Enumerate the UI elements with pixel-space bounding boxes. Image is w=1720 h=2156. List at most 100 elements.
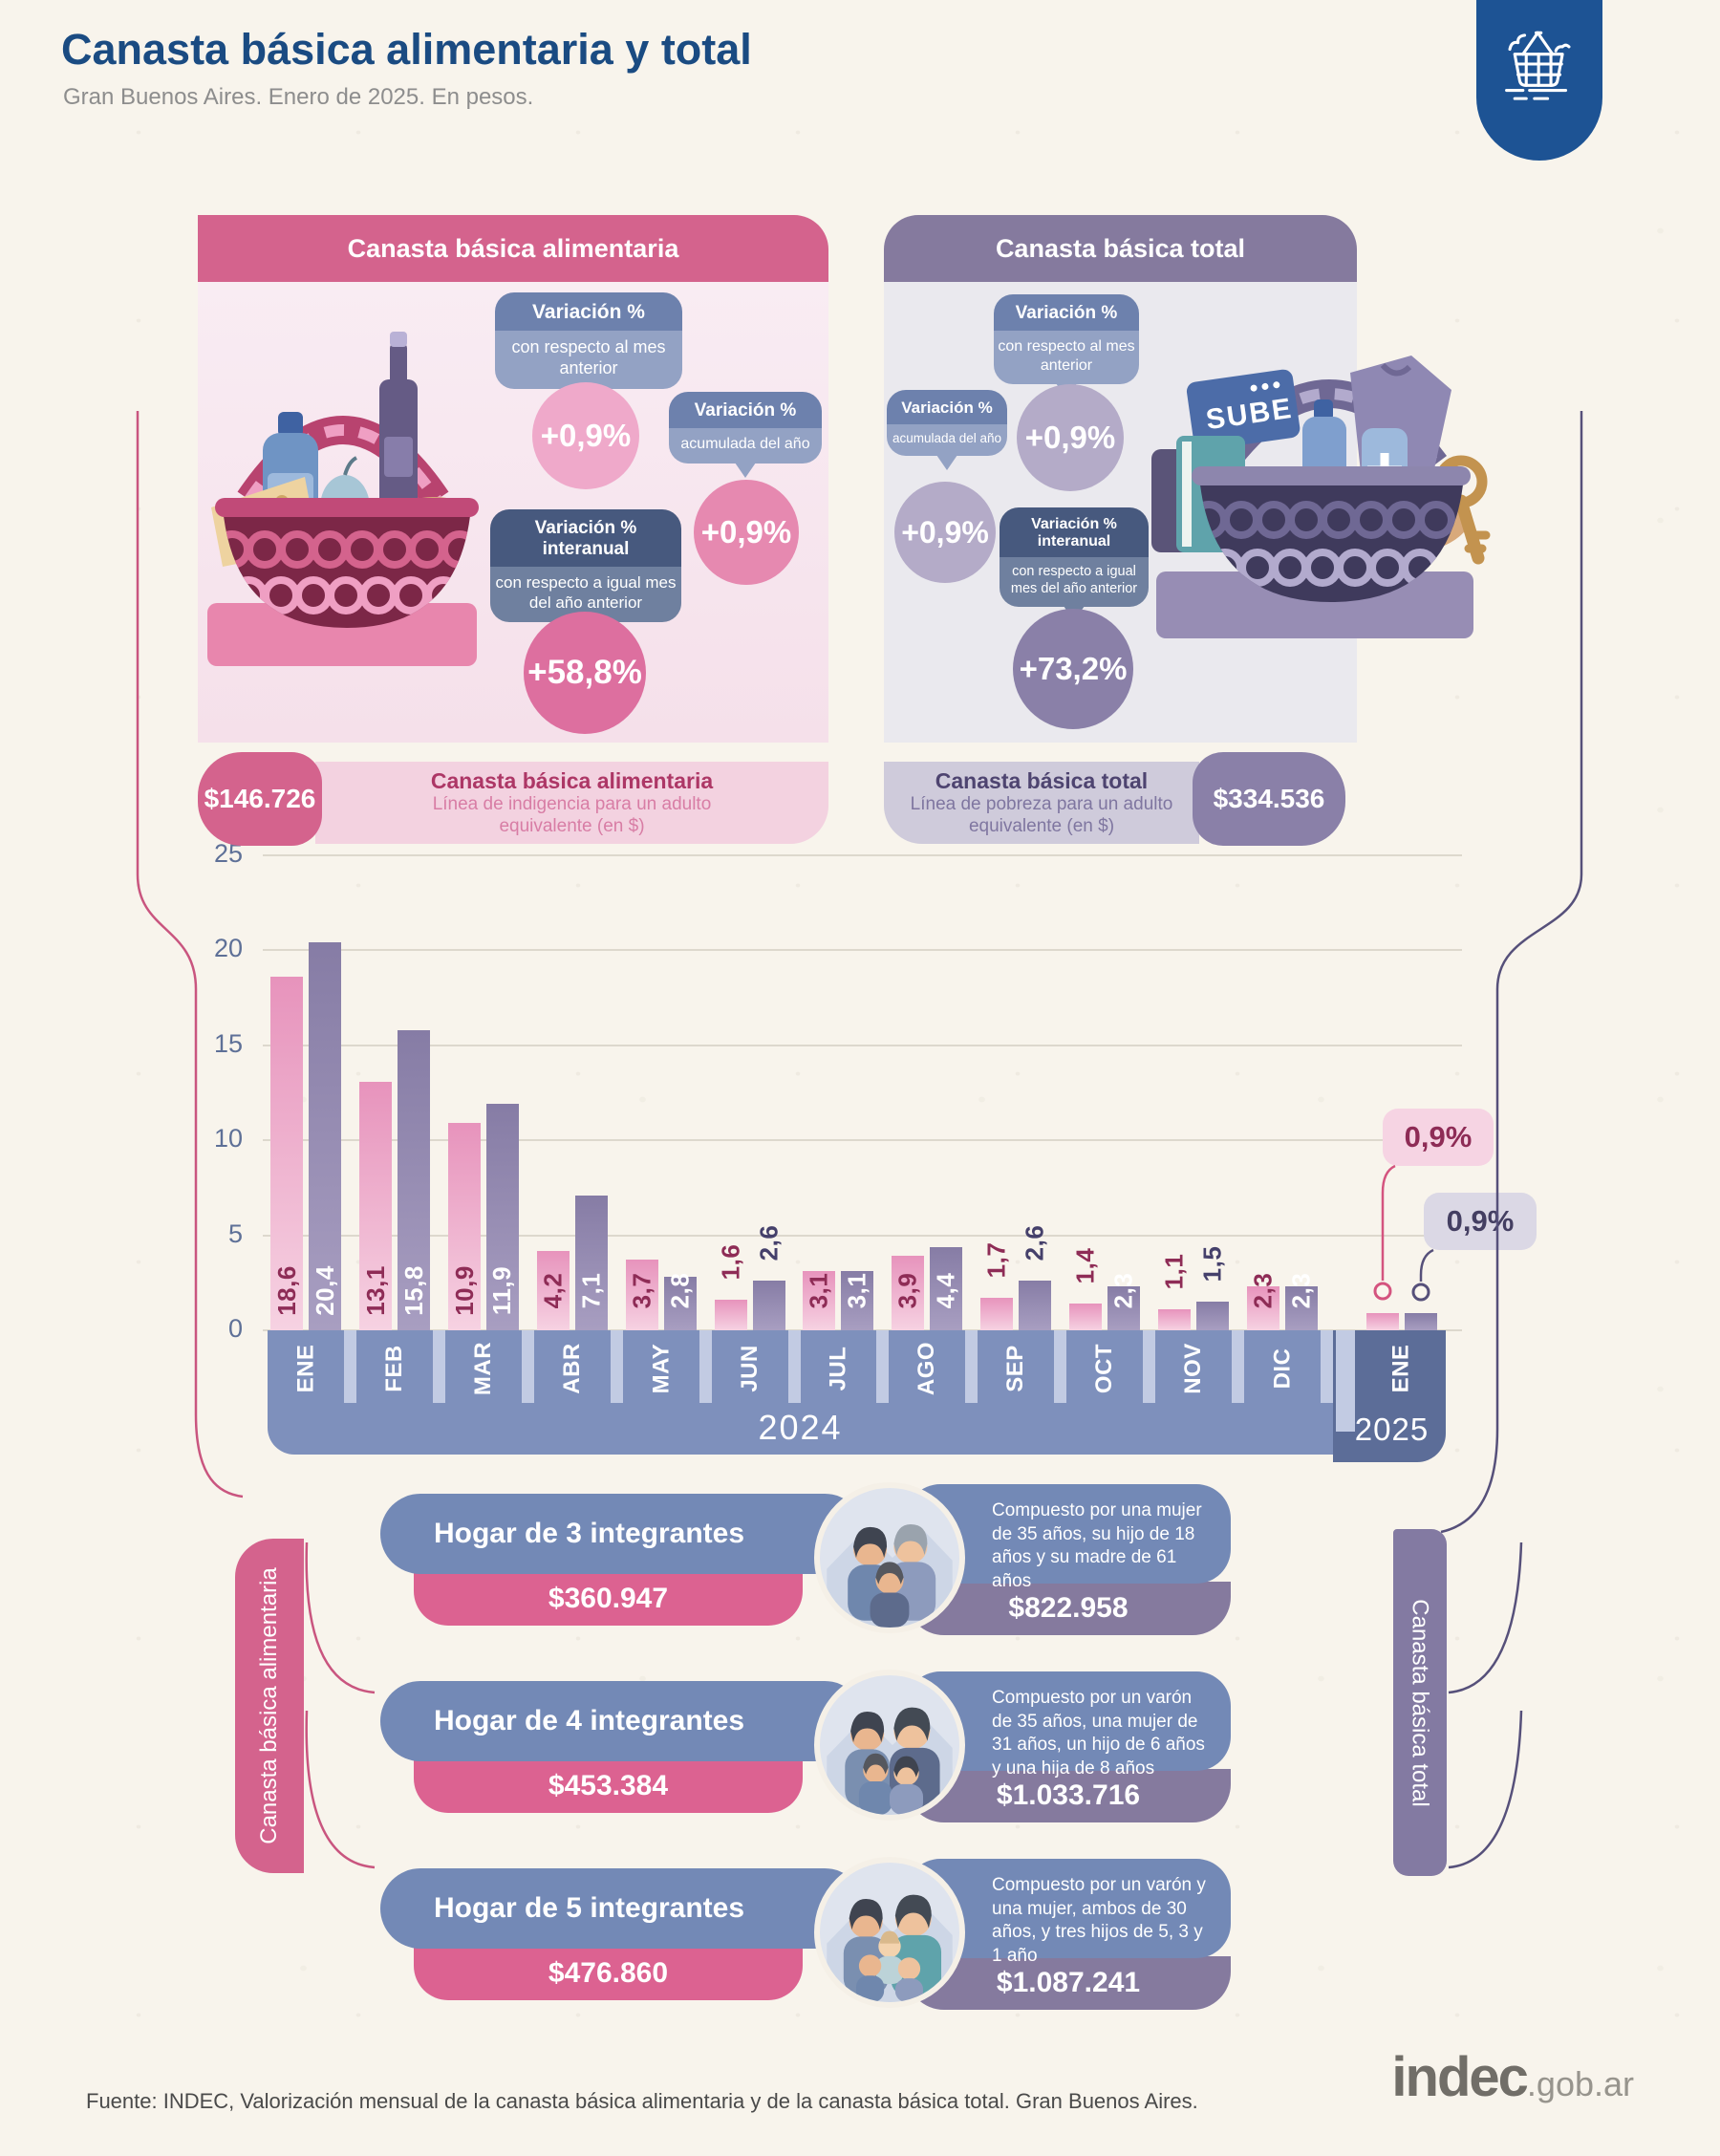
tooltip-alim-acumulada: Variación % acumulada del año	[669, 392, 822, 478]
bar-value-label: 7,1	[576, 1272, 606, 1308]
tooltip-alim-mes-anterior: Variación % con respecto al mes anterior	[495, 292, 682, 403]
bubble-total-acumulada: +0,9%	[894, 482, 996, 583]
bar-value-label: 10,9	[449, 1264, 479, 1316]
bar-alimentaria	[1247, 1286, 1279, 1330]
month-label: AGO	[913, 1341, 939, 1396]
tooltip-total-mes-anterior: Variación % con respecto al mes anterior	[994, 294, 1139, 399]
bar-total	[1107, 1286, 1140, 1330]
household-5-label: Hogar de 5 integrantes	[380, 1868, 865, 1949]
tooltip-subtitle: con respecto al mes anterior	[495, 331, 682, 389]
year-label-2025: 2025	[1354, 1412, 1430, 1447]
bar-total	[1285, 1286, 1318, 1330]
bar-total	[1196, 1302, 1229, 1330]
shopping-basket-icon	[1505, 31, 1571, 100]
bar-total	[309, 942, 341, 1330]
bubble-alim-mensual: +0,9%	[532, 382, 639, 489]
bar-value-label: 18,6	[271, 1264, 301, 1316]
bar-value-label: 11,9	[487, 1265, 517, 1315]
bubble-total-interanual: +73,2%	[1013, 609, 1133, 729]
sidebar-label: Canasta básica alimentaria	[256, 1567, 282, 1844]
bar-alimentaria	[448, 1123, 481, 1330]
amount-strip-total: Canasta básica total Línea de pobreza pa…	[884, 762, 1199, 844]
bar-value-label: 1,7	[981, 1241, 1011, 1278]
sidebar-canasta-total: Canasta básica total	[1393, 1529, 1447, 1876]
bar-value-label: 1,6	[716, 1243, 745, 1280]
bar-value-label: 13,1	[360, 1264, 390, 1316]
amount-subtitle: Línea de pobreza para un adulto equivale…	[910, 793, 1173, 836]
indec-logo-suffix: .gob.ar	[1526, 2064, 1634, 2103]
y-axis-tick-label: 20	[213, 934, 243, 963]
panel-header-total: Canasta básica total	[884, 215, 1357, 282]
tooltip-subtitle: con respecto a igual mes del año anterio…	[1000, 557, 1149, 608]
bar-value-label: 2,3	[1248, 1272, 1278, 1308]
bar-value-label: 1,5	[1197, 1245, 1227, 1282]
tooltip-title: Variación %	[669, 392, 822, 428]
sidebar-canasta-alimentaria: Canasta básica alimentaria	[235, 1539, 304, 1873]
bar-alimentaria	[980, 1298, 1013, 1330]
bar-alimentaria	[715, 1300, 747, 1330]
bar-alimentaria	[803, 1271, 835, 1330]
month-label: MAY	[647, 1343, 674, 1394]
month-separator	[522, 1330, 534, 1403]
bubble-alim-interanual: +58,8%	[524, 612, 646, 734]
bar-total	[1405, 1313, 1437, 1330]
tooltip-subtitle: acumulada del año	[669, 428, 822, 464]
bar-alimentaria	[892, 1256, 924, 1330]
source-note: Fuente: INDEC, Valorización mensual de l…	[86, 2089, 1198, 2113]
year-label-2024: 2024	[758, 1408, 843, 1447]
month-label: NOV	[1179, 1343, 1206, 1394]
bar-total	[1019, 1281, 1051, 1330]
gridline	[263, 854, 1462, 856]
bar-total	[664, 1277, 697, 1330]
bar-value-label: 4,2	[538, 1272, 568, 1308]
bar-value-label: 3,1	[804, 1272, 833, 1308]
bar-total	[753, 1281, 785, 1330]
month-separator	[876, 1330, 889, 1403]
tooltip-alim-interanual: Variación % interanual con respecto a ig…	[490, 509, 681, 637]
tooltip-title: Variación % interanual	[490, 509, 681, 567]
month-label: ENE	[1387, 1344, 1414, 1393]
bar-value-label: 4,4	[931, 1272, 960, 1308]
month-separator	[1232, 1330, 1244, 1403]
month-separator	[433, 1330, 445, 1403]
gridline	[263, 1139, 1462, 1142]
tooltip-total-acumulada: Variación % acumulada del año	[887, 390, 1007, 471]
amount-subtitle: Línea de indigencia para un adulto equiv…	[432, 793, 712, 836]
panel-header-alimentaria: Canasta básica alimentaria	[198, 215, 828, 282]
month-label: ABR	[559, 1343, 585, 1394]
callout-chip-total: 0,9%	[1424, 1193, 1537, 1250]
tooltip-pointer	[735, 462, 756, 478]
bar-alimentaria	[626, 1260, 658, 1330]
bar-alimentaria	[270, 977, 303, 1330]
household-label-text: Hogar de 4 integrantes	[433, 1705, 745, 1736]
bar-alimentaria	[359, 1082, 392, 1330]
household-label-text: Hogar de 5 integrantes	[433, 1892, 745, 1924]
bar-total	[575, 1196, 608, 1330]
bar-value-label: 2,3	[1108, 1272, 1138, 1308]
indec-logo: indec.gob.ar	[1338, 2045, 1634, 2109]
bar-value-label: 2,6	[1020, 1224, 1049, 1261]
month-label: OCT	[1090, 1343, 1117, 1394]
bar-value-label: 3,1	[842, 1272, 871, 1308]
callout-chip-alimentaria: 0,9%	[1383, 1109, 1494, 1166]
month-label: ENE	[291, 1344, 318, 1393]
month-separator	[1336, 1330, 1355, 1432]
household-3-cbt-amount: $822.958	[906, 1582, 1231, 1635]
month-separator	[1054, 1330, 1066, 1403]
indec-logo-main: indec	[1391, 2046, 1528, 2108]
month-label: DIC	[1269, 1348, 1295, 1390]
amount-strip-alimentaria: Canasta básica alimentaria Línea de indi…	[315, 762, 828, 844]
month-separator	[699, 1330, 712, 1403]
family-avatar	[814, 1670, 965, 1821]
page-title: Canasta básica alimentaria y total	[61, 25, 752, 74]
month-separator	[965, 1330, 978, 1403]
bar-alimentaria	[537, 1251, 570, 1330]
gridline	[263, 1044, 1462, 1046]
household-3-cba-amount: $360.947	[414, 1572, 803, 1626]
household-4-label: Hogar de 4 integrantes	[380, 1681, 865, 1761]
bar-total	[398, 1030, 430, 1330]
tooltip-title: Variación %	[495, 292, 682, 331]
panel-header-total-label: Canasta básica total	[995, 233, 1246, 263]
household-4-cba-amount: $453.384	[414, 1759, 803, 1813]
